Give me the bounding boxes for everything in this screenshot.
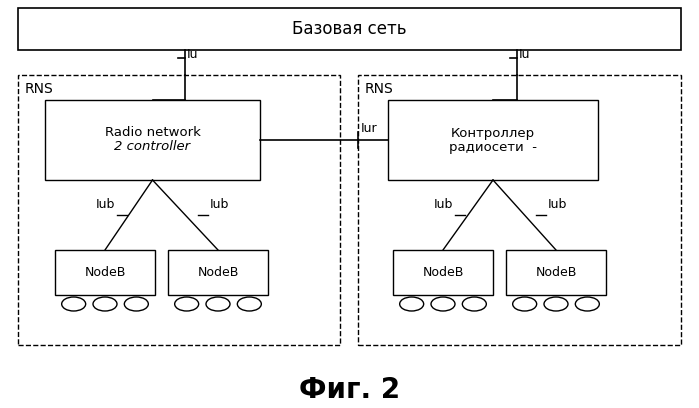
Text: Iub: Iub — [433, 199, 453, 211]
Text: NodeB: NodeB — [197, 266, 238, 279]
Text: NodeB: NodeB — [535, 266, 577, 279]
Bar — [358, 75, 681, 345]
Text: RNS: RNS — [365, 82, 394, 96]
Ellipse shape — [575, 297, 599, 311]
Ellipse shape — [462, 297, 487, 311]
Text: Контроллер: Контроллер — [451, 126, 535, 140]
Bar — [18, 75, 340, 345]
Text: Iub: Iub — [96, 199, 115, 211]
Bar — [18, 8, 681, 50]
Text: радиосети  -: радиосети - — [449, 140, 537, 153]
Ellipse shape — [238, 297, 261, 311]
Ellipse shape — [400, 297, 424, 311]
Bar — [506, 250, 606, 295]
Text: Iur: Iur — [361, 122, 377, 135]
Ellipse shape — [431, 297, 455, 311]
Ellipse shape — [544, 297, 568, 311]
Ellipse shape — [512, 297, 537, 311]
Ellipse shape — [175, 297, 199, 311]
Bar — [388, 100, 598, 180]
Text: Iub: Iub — [548, 199, 568, 211]
Bar — [45, 100, 260, 180]
Text: 2 controller: 2 controller — [115, 140, 191, 153]
Text: Iu: Iu — [187, 49, 199, 62]
Bar — [55, 250, 155, 295]
Bar — [168, 250, 268, 295]
Text: Фиг. 2: Фиг. 2 — [299, 376, 400, 404]
Bar — [393, 250, 493, 295]
Text: NodeB: NodeB — [422, 266, 463, 279]
Ellipse shape — [124, 297, 148, 311]
Text: Iu: Iu — [519, 49, 531, 62]
Text: Iub: Iub — [210, 199, 229, 211]
Text: NodeB: NodeB — [85, 266, 126, 279]
Ellipse shape — [62, 297, 86, 311]
Text: Базовая сеть: Базовая сеть — [292, 20, 407, 38]
Ellipse shape — [93, 297, 117, 311]
Text: RNS: RNS — [25, 82, 54, 96]
Text: Radio network: Radio network — [105, 126, 201, 140]
Ellipse shape — [206, 297, 230, 311]
